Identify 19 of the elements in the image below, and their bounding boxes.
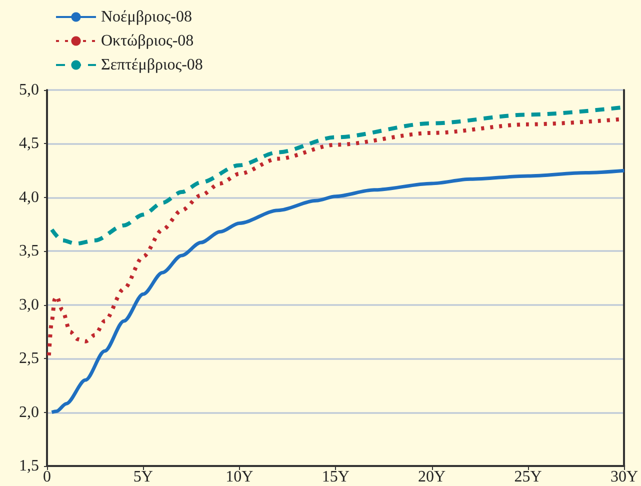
- x-tick-label: 15Y: [322, 468, 350, 486]
- y-tick-label: 4,5: [19, 135, 39, 152]
- y-tick-label: 4,0: [19, 188, 39, 206]
- y-tick-label: 1,5: [19, 458, 39, 474]
- x-tick-label: 5Y: [133, 468, 154, 486]
- legend-label: Οκτώβριος-08: [101, 32, 194, 50]
- y-tick-label: 3,0: [19, 296, 39, 314]
- y-tick-label: 2,0: [19, 404, 39, 421]
- y-tick-label: 3,5: [19, 242, 39, 260]
- y-tick-label: 5,0: [19, 82, 39, 98]
- y-tick-label: 2,5: [19, 350, 39, 368]
- legend-label: Σεπτέμβριος-08: [101, 56, 203, 74]
- legend-label: Νοέμβριος-08: [101, 8, 192, 26]
- x-tick-label: 0: [43, 468, 51, 486]
- x-tick-label: 25Y: [514, 468, 542, 486]
- line-series: [50, 168, 626, 414]
- x-tick-label: 30Y: [610, 468, 638, 486]
- x-tick-label: 20Y: [418, 468, 446, 486]
- x-tick-label: 10Y: [226, 468, 254, 486]
